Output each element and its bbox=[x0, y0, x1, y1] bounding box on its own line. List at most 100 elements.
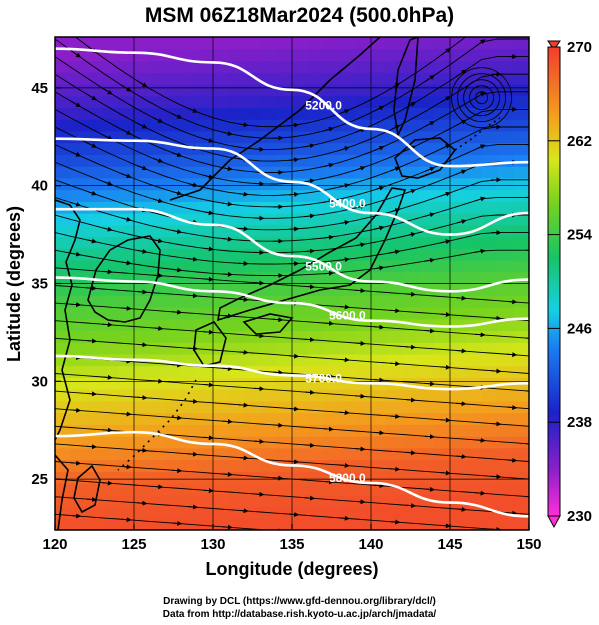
wind-arrow bbox=[203, 329, 214, 335]
y-tick-label: 45 bbox=[31, 80, 48, 97]
wind-arrow bbox=[137, 447, 148, 453]
wind-arrow bbox=[323, 198, 334, 204]
contour-line bbox=[55, 430, 529, 518]
wind-arrow bbox=[374, 185, 385, 191]
wind-arrow bbox=[86, 391, 97, 397]
wind-arrow bbox=[374, 225, 385, 231]
wind-arrow bbox=[70, 151, 82, 157]
wind-streamline bbox=[55, 144, 529, 208]
wind-arrow bbox=[137, 165, 148, 171]
wind-arrow bbox=[304, 389, 315, 395]
wind-arrow bbox=[506, 457, 518, 463]
wind-arrow bbox=[203, 246, 214, 252]
wind-arrow bbox=[288, 191, 300, 197]
wind-arrow bbox=[121, 128, 132, 135]
wind-arrow bbox=[203, 174, 214, 180]
wind-arrow bbox=[121, 173, 132, 179]
wind-streamline bbox=[55, 302, 529, 339]
wind-arrow bbox=[222, 419, 233, 425]
x-tick-label: 145 bbox=[437, 536, 462, 553]
wind-arrow bbox=[491, 368, 502, 374]
colorbar-tick-label: 262 bbox=[567, 133, 592, 150]
wind-arrow bbox=[136, 122, 148, 129]
wind-arrow bbox=[171, 190, 183, 196]
wind-arrow bbox=[424, 212, 436, 218]
wind-arrow bbox=[187, 504, 199, 510]
wind-arrow bbox=[355, 393, 366, 399]
wind-arrow bbox=[254, 439, 265, 444]
wind-arrow bbox=[171, 113, 183, 119]
wind-arrow bbox=[405, 450, 417, 456]
x-tick-label: 135 bbox=[279, 536, 304, 553]
wind-arrow bbox=[171, 415, 183, 421]
y-axis-label: Latitude (degrees) bbox=[4, 206, 24, 362]
wind-arrow bbox=[506, 299, 518, 305]
china-coast bbox=[55, 199, 81, 441]
wind-arrow bbox=[272, 370, 284, 375]
wind-arrow bbox=[456, 69, 467, 77]
wind-arrow bbox=[374, 265, 385, 271]
wind-arrow bbox=[121, 464, 132, 470]
wind-arrow bbox=[238, 508, 249, 514]
wind-arrow bbox=[491, 421, 502, 427]
x-axis: 120 125 130 135 140 145 150 bbox=[42, 524, 542, 553]
wind-arrow bbox=[86, 497, 97, 502]
wind-arrow bbox=[171, 309, 183, 315]
wind-arrow bbox=[222, 166, 233, 172]
wind-arrow bbox=[254, 491, 265, 497]
wind-arrow bbox=[339, 357, 350, 363]
wind-arrow bbox=[339, 109, 350, 115]
wind-arrow bbox=[238, 402, 249, 408]
vortex-streamline bbox=[451, 67, 513, 129]
wind-arrow bbox=[424, 257, 436, 263]
wind-arrow bbox=[222, 201, 233, 207]
wind-arrow bbox=[339, 257, 350, 263]
wind-arrow bbox=[425, 542, 435, 543]
wind-arrow bbox=[238, 226, 249, 232]
wind-arrow bbox=[203, 488, 214, 494]
wind-arrow bbox=[323, 162, 334, 168]
wind-arrow bbox=[475, 144, 486, 150]
contour-line bbox=[55, 276, 529, 328]
wind-arrow bbox=[304, 248, 315, 254]
wind-arrow bbox=[475, 490, 486, 496]
wind-arrow bbox=[491, 474, 502, 480]
x-tick-label: 140 bbox=[358, 536, 383, 553]
wind-arrow bbox=[288, 157, 300, 163]
wind-arrow bbox=[102, 322, 113, 328]
wind-arrow bbox=[355, 242, 366, 248]
wind-arrow bbox=[525, 337, 529, 339]
wind-arrow bbox=[323, 126, 334, 132]
wind-arrow bbox=[304, 178, 315, 184]
wind-arrow bbox=[254, 333, 265, 339]
wind-arrow bbox=[355, 288, 366, 294]
wind-arrow bbox=[405, 188, 416, 194]
wind-arrow bbox=[355, 340, 366, 346]
x-tick-label: 130 bbox=[200, 536, 225, 553]
wind-arrow bbox=[405, 291, 417, 297]
wind-arrow bbox=[525, 390, 529, 392]
wind-arrow bbox=[405, 503, 417, 509]
wind-arrow bbox=[304, 284, 315, 290]
colorbar-tick-label: 270 bbox=[567, 39, 592, 56]
wind-arrow bbox=[86, 190, 97, 196]
wind-arrow bbox=[506, 510, 518, 516]
wind-arrow bbox=[86, 93, 97, 101]
wind-arrow bbox=[121, 260, 132, 266]
vortex-streamline bbox=[457, 73, 507, 123]
wind-arrow bbox=[288, 406, 300, 412]
wind-arrow bbox=[339, 410, 350, 416]
wind-arrow bbox=[405, 397, 417, 403]
wind-arrow bbox=[70, 407, 82, 413]
wind-arrow bbox=[475, 248, 486, 254]
wind-arrow bbox=[70, 460, 82, 466]
wind-arrow bbox=[121, 216, 132, 222]
wind-arrow bbox=[389, 413, 401, 419]
wind-arrow bbox=[373, 105, 385, 112]
wind-arrow bbox=[456, 295, 467, 301]
wind-arrow bbox=[389, 466, 401, 472]
wind-arrow bbox=[389, 249, 401, 255]
wind-arrow bbox=[355, 499, 366, 505]
wind-arrow bbox=[374, 145, 385, 152]
